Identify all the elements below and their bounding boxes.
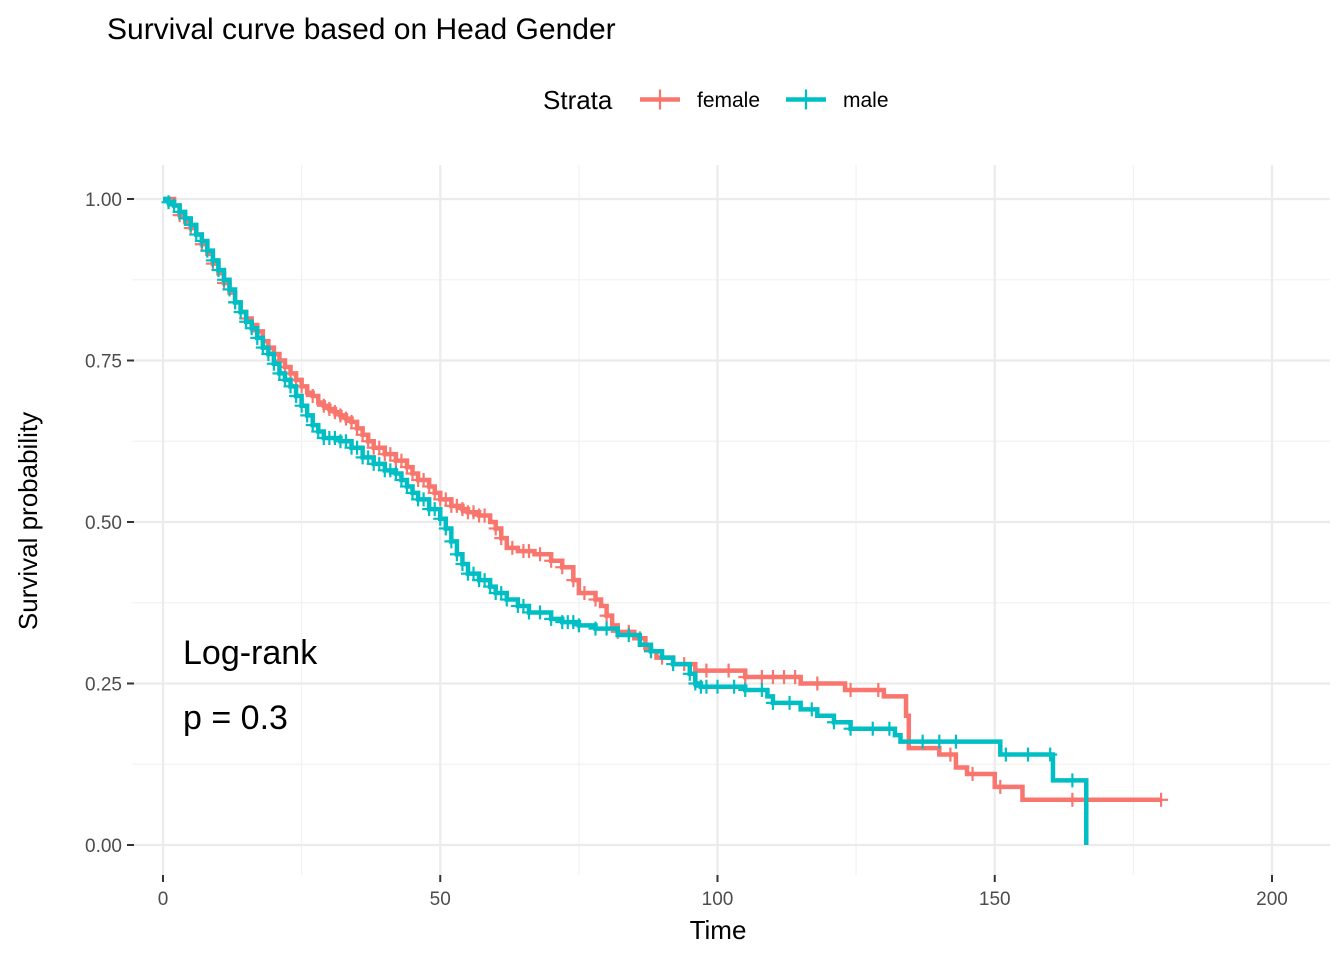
survival-curves xyxy=(161,195,1169,845)
x-tick-label: 0 xyxy=(158,889,169,910)
gridlines xyxy=(132,165,1330,875)
x-tick-label: 150 xyxy=(979,889,1011,910)
x-axis-title: Time xyxy=(690,915,747,945)
y-tick-label: 1.00 xyxy=(85,190,122,211)
y-tick-label: 0.25 xyxy=(85,675,122,696)
legend-label-female: female xyxy=(697,89,760,112)
legend-key-female xyxy=(640,89,680,110)
y-tick-label: 0.50 xyxy=(85,513,122,534)
series-female xyxy=(163,196,1169,807)
annotation-test-name: Log-rank xyxy=(183,634,318,672)
y-axis: 0.00 0.25 0.50 0.75 1.00 xyxy=(85,190,134,857)
y-tick-label: 0.75 xyxy=(85,352,122,373)
x-tick-label: 200 xyxy=(1256,889,1288,910)
legend-title: Strata xyxy=(543,85,613,115)
y-tick-label: 0.00 xyxy=(85,836,122,857)
chart-title: Survival curve based on Head Gender xyxy=(107,13,616,46)
legend: Strata female male xyxy=(543,85,889,115)
annotation-p-value: p = 0.3 xyxy=(183,699,288,737)
x-tick-label: 100 xyxy=(702,889,734,910)
legend-key-male xyxy=(786,89,826,110)
female-survival-curve xyxy=(163,196,1162,803)
legend-label-male: male xyxy=(843,89,889,112)
x-tick-label: 50 xyxy=(430,889,451,910)
y-axis-title: Survival probability xyxy=(13,412,43,630)
series-male xyxy=(161,195,1089,845)
x-axis: 0 50 100 150 200 xyxy=(158,875,1288,910)
